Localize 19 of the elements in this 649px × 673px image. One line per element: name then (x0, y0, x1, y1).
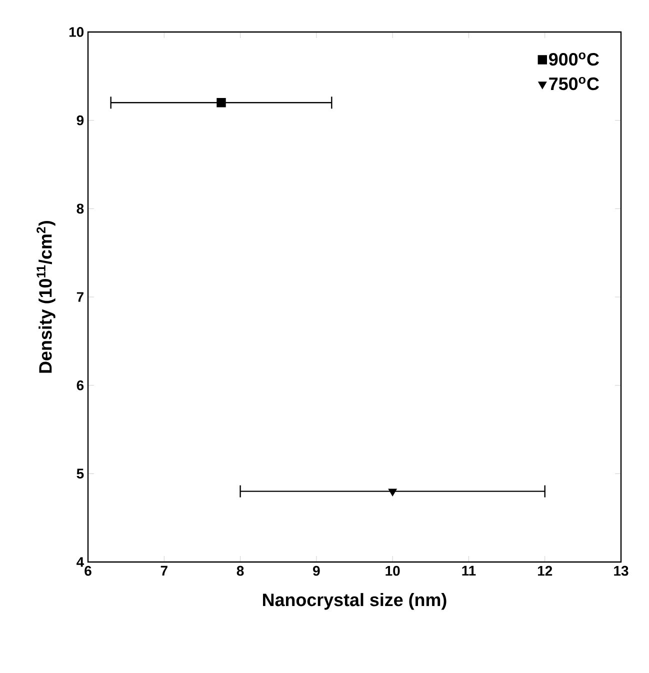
x-tick-label: 8 (236, 566, 244, 576)
y-tick-label: 6 (76, 380, 84, 390)
legend-label: 750$^{o}$C (549, 76, 599, 90)
x-tick-label: 9 (313, 566, 320, 576)
x-tick-label: 7 (160, 566, 168, 576)
x-tick-label: 11 (462, 566, 476, 576)
y-tick-label: 9 (76, 115, 84, 126)
x-axis-title: Nanocrystal size (nm) (263, 593, 446, 610)
y-tick-label: 8 (76, 204, 84, 214)
y-tick-label: 4 (76, 557, 84, 567)
x-tick-label: 12 (538, 566, 552, 576)
y-axis-title: Density (10$^{11}$/cm$^{2}$) (36, 220, 56, 373)
x-tick-label: 6 (84, 566, 92, 576)
y-tick-label: 5 (76, 468, 84, 479)
y-tick-label: 7 (76, 292, 84, 302)
legend-label: 900$^{o}$C (549, 52, 599, 66)
x-tick-label: 10 (386, 566, 400, 576)
x-tick-label: 13 (614, 566, 628, 576)
y-tick-label: 10 (69, 27, 84, 37)
